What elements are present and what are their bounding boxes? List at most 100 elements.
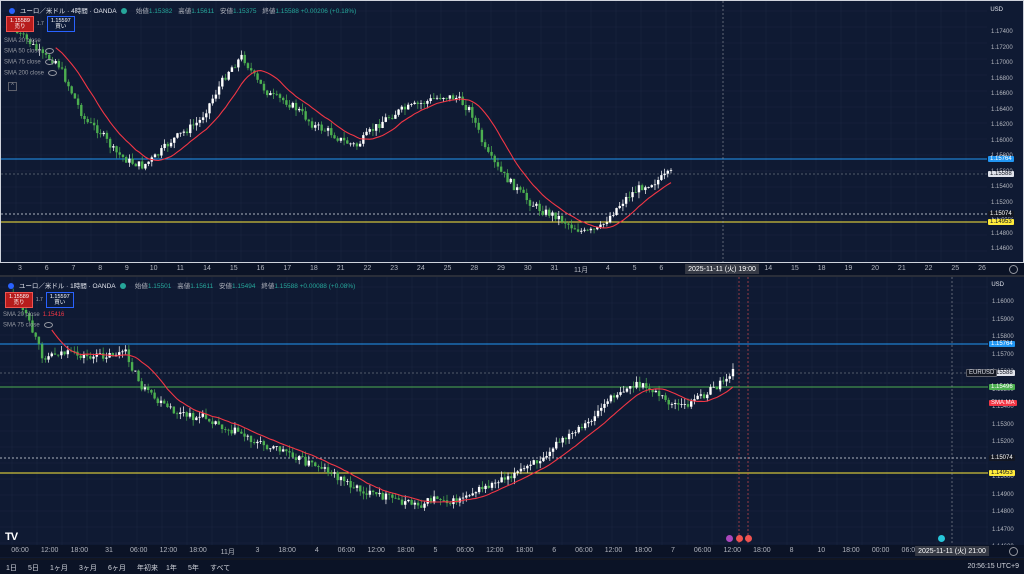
candle-body <box>169 142 173 147</box>
timeframe-button[interactable]: 年初来 <box>137 565 158 572</box>
symbol-title[interactable]: ユーロ／米ドル · 4時間 · OANDA <box>19 8 117 15</box>
candle-body <box>413 102 416 105</box>
legend-1h: ユーロ／米ドル · 1時間 · OANDA 始値1.15501 高値1.1561… <box>5 280 355 290</box>
timeframe-button[interactable]: 5日 <box>28 565 39 572</box>
collapse-legend-icon[interactable]: ^ <box>8 82 17 91</box>
ohlc-high: 1.15611 <box>191 8 215 15</box>
timeframe-button[interactable]: 5年 <box>188 565 199 572</box>
price-plot-1h[interactable] <box>0 277 988 545</box>
candle-body <box>118 152 121 155</box>
candle-body <box>612 214 615 216</box>
time-axis-4h[interactable]: 3 6 7 8 9 10 11 14 15 16 17 18 21 22 23 24 25 28 29 30 31 11月… <box>0 263 1024 275</box>
economic-event-icon[interactable] <box>736 535 743 542</box>
candle-body <box>342 476 346 482</box>
candle-body <box>423 503 426 508</box>
buy-button[interactable]: 1.15597 買い <box>45 292 74 308</box>
event-marker-icon[interactable] <box>938 535 945 542</box>
indicator-sma20[interactable]: SMA 20 close <box>4 38 41 44</box>
candle-body <box>217 421 221 425</box>
indicator-sma20[interactable]: SMA 20 close 1.15416 <box>3 312 64 318</box>
eye-icon[interactable] <box>43 322 53 328</box>
candle-body <box>192 124 195 126</box>
price-tag-dotted[interactable]: 1.15074 <box>989 455 1015 461</box>
timeframe-button[interactable]: すべて <box>210 565 231 572</box>
price-tick: 1.15400 <box>991 184 1013 190</box>
pane-divider[interactable] <box>0 275 1024 277</box>
chart-pane-4h[interactable]: ユーロ／米ドル · 4時間 · OANDA 始値1.15382 高値1.1561… <box>0 0 1024 263</box>
candle-body <box>429 498 433 503</box>
economic-event-icon[interactable] <box>745 535 752 542</box>
sell-button[interactable]: 1.15589 売り <box>6 16 34 32</box>
candle-body <box>249 435 253 443</box>
candle-body <box>70 86 73 94</box>
clock[interactable]: 20:56:15 UTC+9 <box>967 563 1019 570</box>
candle-body <box>179 412 182 414</box>
eye-icon[interactable] <box>44 48 54 54</box>
gear-icon[interactable] <box>1009 265 1018 274</box>
candle-body <box>22 33 25 35</box>
candle-body <box>461 497 465 499</box>
candle-body <box>259 79 262 84</box>
price-tag-yellow-line[interactable]: 1.14953 <box>988 219 1014 225</box>
price-tag-last[interactable]: 1.15588 <box>989 370 1015 376</box>
candle-body <box>92 356 95 359</box>
symbol-icon <box>9 8 15 15</box>
candle-body <box>85 354 89 357</box>
candle-body <box>545 456 548 458</box>
time-axis-1h[interactable]: 06:00 12:00 18:00 31 06:00 12:00 18:00 11月 3 18:0… <box>0 545 1024 557</box>
price-tag-sma[interactable]: SMA:MA <box>989 400 1017 406</box>
timeframe-button[interactable]: 1日 <box>6 565 17 572</box>
time-tick: 4 <box>605 265 610 272</box>
candle-body <box>253 442 256 444</box>
time-tick: 18:00 <box>634 547 652 554</box>
candle-body <box>176 133 179 138</box>
time-tick: 18 <box>310 265 318 272</box>
price-axis-1h[interactable]: USD 1.160001.159001.158001.157001.156001… <box>988 277 1024 558</box>
price-tag-green-line[interactable]: 1.15496 <box>989 384 1015 390</box>
candle-body <box>554 212 557 220</box>
timeframe-button[interactable]: 6ヶ月 <box>108 565 126 572</box>
buy-button[interactable]: 1.15597 買い <box>46 16 75 32</box>
price-tag-dotted[interactable]: 1.15074 <box>988 211 1014 217</box>
tradingview-logo-icon[interactable]: TV <box>5 531 18 543</box>
time-tick: 16 <box>256 265 265 272</box>
indicator-sma75[interactable]: SMA 75 close <box>3 322 53 329</box>
candle-body <box>494 482 497 484</box>
price-tag-blue-line[interactable]: 1.15764 <box>988 156 1014 162</box>
candle-body <box>131 158 134 164</box>
eye-icon[interactable] <box>48 70 58 76</box>
price-tag-last[interactable]: 1.15588 <box>988 171 1014 177</box>
indicator-sma200[interactable]: SMA 200 close <box>4 70 58 77</box>
candle-body <box>89 356 92 359</box>
timeframe-button[interactable]: 3ヶ月 <box>79 565 97 572</box>
candle-body <box>551 448 555 452</box>
candle-body <box>205 113 208 118</box>
price-plot-4h[interactable] <box>1 1 987 262</box>
candle-body <box>506 173 509 183</box>
candle-body <box>89 122 93 124</box>
price-axis-4h[interactable]: USD 1.17400 1.17200 1.17000 1.16800 1.16600 1… <box>987 1 1023 262</box>
candle-body <box>320 467 323 469</box>
price-tag-blue-line[interactable]: 1.15764 <box>989 341 1015 347</box>
timeframe-button[interactable]: 1年 <box>166 565 177 572</box>
gear-icon[interactable] <box>1009 547 1018 556</box>
indicator-sma75[interactable]: SMA 75 close <box>4 59 54 66</box>
candle-body <box>310 121 314 128</box>
candle-body <box>728 376 731 379</box>
time-tick: 18 <box>817 265 826 272</box>
price-tag-yellow-line[interactable]: 1.14953 <box>989 470 1015 476</box>
candle-body <box>304 456 307 466</box>
time-tick: 18:00 <box>842 547 860 554</box>
indicator-sma50[interactable]: SMA 50 close <box>4 48 54 55</box>
time-tick: 6 <box>44 265 49 272</box>
time-tick: 3 <box>18 265 22 272</box>
chart-pane-1h[interactable]: ユーロ／米ドル · 1時間 · OANDA 始値1.15501 高値1.1561… <box>0 277 1024 558</box>
symbol-title[interactable]: ユーロ／米ドル · 1時間 · OANDA <box>18 283 116 290</box>
time-tick: 12:00 <box>723 547 742 554</box>
eye-icon[interactable] <box>44 59 54 65</box>
timeframe-button[interactable]: 1ヶ月 <box>50 565 68 572</box>
event-marker-icon[interactable] <box>726 535 733 542</box>
sell-button[interactable]: 1.15589 売り <box>5 292 33 308</box>
candle-body <box>493 155 496 163</box>
candle-body <box>558 441 561 443</box>
